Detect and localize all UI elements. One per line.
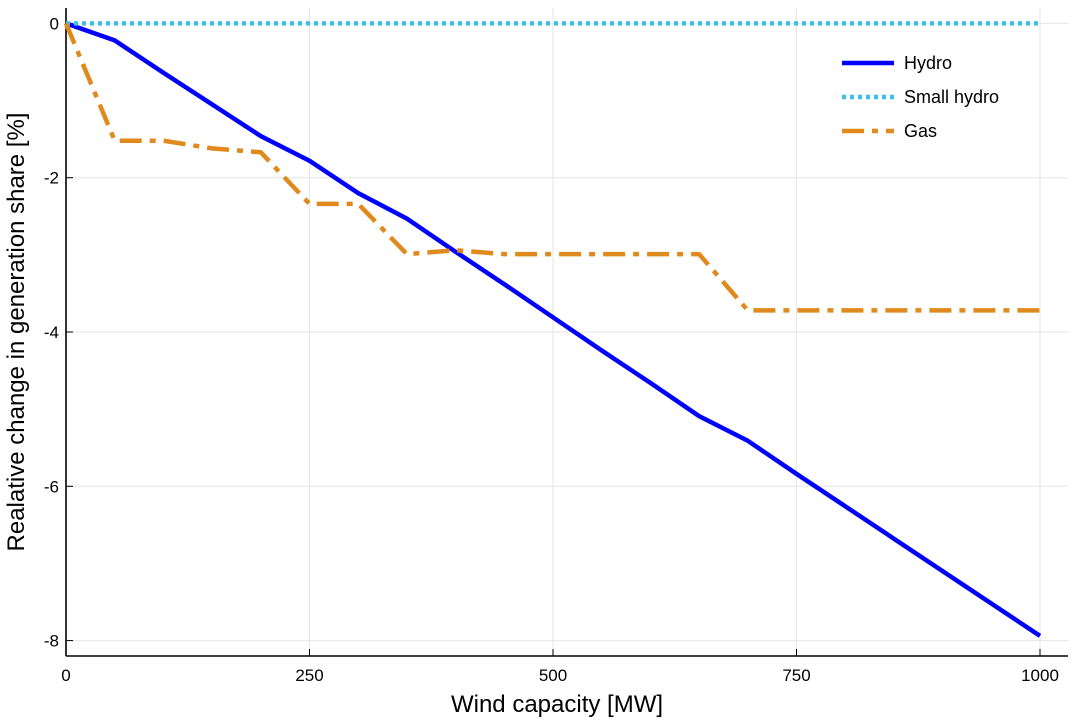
x-tick-label: 500 [539,666,567,685]
y-tick-label: -8 [44,632,59,651]
y-tick-label: -6 [44,477,59,496]
x-tick-label: 250 [295,666,323,685]
legend-label-gas: Gas [904,121,937,141]
y-tick-label: -4 [44,323,59,342]
y-tick-label: 0 [50,14,59,33]
legend: Hydro Small hydro Gas [842,53,999,141]
axes [65,8,1068,657]
x-axis-title: Wind capacity [MW] [451,691,663,718]
series-group [63,21,1042,638]
x-tick-label: 0 [61,666,70,685]
y-axis-title: Realative change in generation share [%] [3,113,30,552]
series-line-hydro [65,21,1042,638]
y-tick-label: -2 [44,169,59,188]
legend-label-small-hydro: Small hydro [904,87,999,107]
x-tick-label: 750 [782,666,810,685]
grid [65,8,1068,656]
legend-label-hydro: Hydro [904,53,952,73]
x-tick-label: 1000 [1021,666,1059,685]
series-line-gas [63,22,1040,313]
tick-labels: 0 250 500 750 1000 0 -2 -4 -6 -8 [44,14,1059,685]
